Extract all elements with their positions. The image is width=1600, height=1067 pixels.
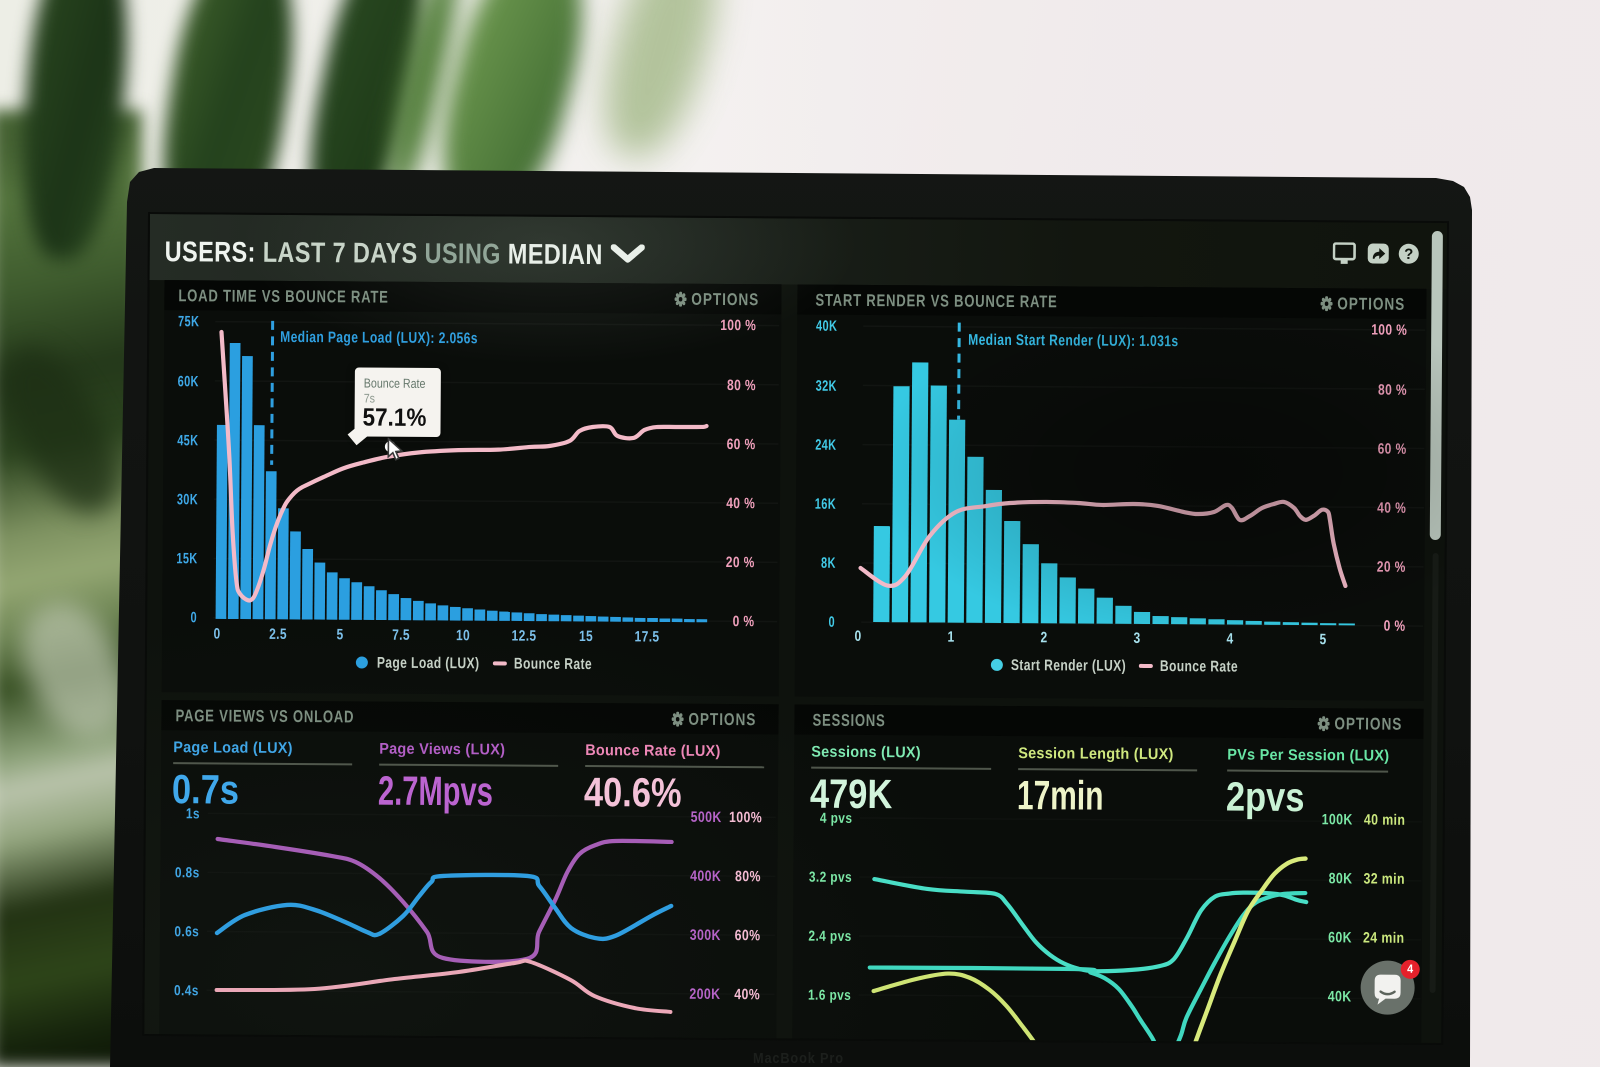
svg-text:?: ? xyxy=(1404,246,1413,263)
